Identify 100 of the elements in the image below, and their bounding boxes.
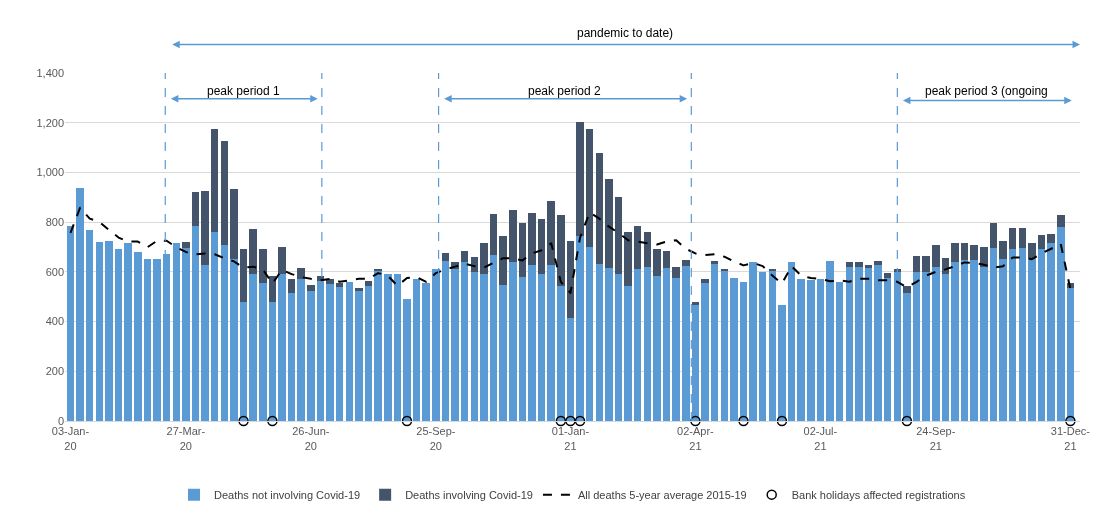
- bar: [797, 279, 805, 421]
- bar: [788, 262, 795, 421]
- bar: [874, 261, 882, 265]
- bar: [307, 285, 315, 291]
- bar: [471, 272, 478, 421]
- y-tick-label: 400: [45, 315, 64, 328]
- bar: [1028, 258, 1036, 421]
- bar: [249, 229, 257, 274]
- bar: [961, 243, 968, 260]
- bar: [182, 248, 190, 421]
- bar: [605, 179, 613, 268]
- bar: [115, 249, 122, 421]
- bar: [211, 129, 218, 232]
- bar: [1038, 235, 1045, 249]
- bar: [634, 226, 641, 269]
- bar: [230, 189, 238, 259]
- bar: [999, 241, 1007, 259]
- bar: [336, 283, 343, 287]
- bar: [173, 243, 180, 421]
- bar: [999, 259, 1007, 421]
- bar: [740, 282, 747, 421]
- bar: [596, 264, 603, 421]
- bar: [269, 302, 276, 421]
- x-tick-label: 01-Jan- 21: [551, 425, 590, 452]
- bar: [903, 286, 911, 293]
- bar: [221, 141, 228, 245]
- x-tick-label: 24-Sep- 21: [916, 425, 956, 452]
- bar: [653, 249, 661, 276]
- bar: [865, 268, 872, 421]
- bar: [259, 283, 267, 421]
- bar: [365, 281, 372, 286]
- bar: [884, 278, 891, 421]
- bar: [980, 267, 988, 421]
- y-tick-label: 600: [45, 265, 64, 278]
- legend-label: Deaths involving Covid-19: [405, 488, 533, 501]
- bar: [211, 232, 218, 421]
- text: pandemic to date): [577, 26, 674, 40]
- bar: [769, 271, 776, 421]
- x-tick-label: 31-Dec- 21: [1050, 425, 1091, 452]
- x-tick-label: 03-Jan- 20: [51, 425, 90, 452]
- bar: [547, 265, 555, 421]
- bar: [826, 261, 834, 421]
- bar: [269, 276, 276, 302]
- bar: [644, 267, 651, 421]
- bar: [105, 241, 113, 421]
- bar: [538, 219, 545, 274]
- line-series: [69, 206, 1072, 294]
- bar: [730, 278, 738, 421]
- bar: [701, 279, 709, 283]
- bar: [980, 247, 988, 267]
- bar: [576, 122, 584, 236]
- bar: [1057, 215, 1065, 227]
- legend-label: Deaths not involving Covid-19: [214, 488, 361, 501]
- y-tick-label: 1,000: [36, 166, 64, 179]
- bar: [586, 247, 593, 421]
- bar: [567, 318, 574, 421]
- bar: [1057, 227, 1065, 421]
- bar: [951, 262, 959, 421]
- bar: [528, 213, 536, 265]
- bar: [490, 214, 497, 255]
- y-tick-label: 200: [45, 365, 64, 378]
- bar: [221, 245, 228, 421]
- bar: [970, 260, 978, 421]
- bar: [624, 286, 632, 421]
- bar: [663, 268, 670, 421]
- bar: [259, 249, 267, 283]
- annotation: peak period 1: [207, 84, 281, 98]
- bar: [836, 282, 843, 421]
- bar: [1019, 228, 1026, 248]
- bar: [990, 248, 997, 421]
- bar: [240, 302, 247, 421]
- bar: [509, 210, 517, 262]
- bar: [759, 272, 766, 421]
- bar: [461, 262, 468, 421]
- y-tick-label: 1,400: [36, 66, 64, 79]
- bar: [490, 255, 497, 421]
- bar: [480, 243, 488, 274]
- bar: [932, 267, 940, 421]
- annotation: peak period 3 (ongoing: [925, 84, 1048, 98]
- bar: [1009, 249, 1016, 421]
- bar: [682, 260, 690, 266]
- bar: [711, 261, 718, 264]
- bar: [701, 283, 709, 421]
- bar: [153, 259, 161, 421]
- bar: [67, 226, 74, 421]
- bar: [480, 274, 488, 421]
- bar: [451, 269, 459, 421]
- bar: [932, 245, 940, 267]
- bar: [951, 243, 959, 262]
- bar: [288, 279, 295, 293]
- bar: [567, 241, 574, 318]
- bar: [1047, 234, 1055, 243]
- bar: [922, 256, 930, 272]
- bar: [855, 267, 863, 421]
- bar: [326, 279, 334, 284]
- bar: [711, 264, 718, 421]
- bar: [807, 280, 815, 421]
- y-tick-label: 800: [45, 215, 64, 228]
- bar: [134, 252, 142, 421]
- bar: [124, 243, 132, 421]
